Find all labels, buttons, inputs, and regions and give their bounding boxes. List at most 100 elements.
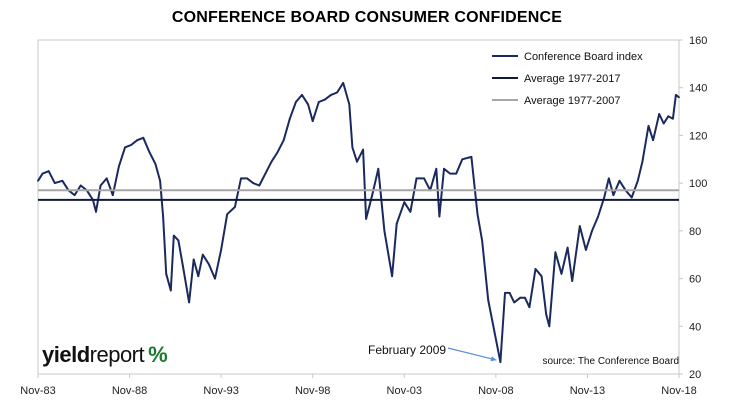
- data-point: [246, 177, 249, 180]
- data-point: [159, 179, 162, 182]
- data-point: [130, 144, 133, 146]
- data-point: [612, 194, 615, 197]
- data-point: [675, 94, 677, 96]
- data-point: [449, 172, 451, 175]
- data-point: [307, 103, 309, 106]
- data-point: [188, 301, 191, 304]
- data-point: [528, 306, 531, 309]
- data-point: [540, 275, 543, 278]
- data-point: [148, 151, 151, 154]
- data-point: [182, 265, 184, 268]
- x-tick-label: Nov-83: [20, 385, 55, 397]
- data-point: [647, 125, 650, 127]
- data-point: [177, 239, 180, 242]
- data-point: [53, 182, 56, 185]
- data-point: [197, 275, 200, 278]
- legend-label: Average 1977-2017: [524, 73, 620, 85]
- x-tick-label: Nov-93: [203, 385, 238, 397]
- x-axis-ticks: Nov-83 Nov-88 Nov-93 Nov-98 Nov-03 Nov-08 Nov-…: [20, 374, 697, 397]
- data-point: [409, 210, 412, 213]
- data-point: [560, 272, 563, 275]
- data-point: [443, 167, 445, 170]
- data-point: [111, 194, 114, 197]
- brand-logo: yieldreport%: [42, 342, 168, 368]
- data-point: [348, 103, 351, 106]
- data-point: [208, 263, 210, 266]
- data-point: [554, 251, 557, 254]
- data-point: [95, 210, 97, 213]
- data-point: [162, 215, 165, 218]
- plot-border: [37, 39, 680, 375]
- data-point: [461, 158, 464, 161]
- data-point: [311, 120, 314, 122]
- data-point: [288, 117, 291, 120]
- data-point: [415, 177, 418, 180]
- data-point: [258, 184, 261, 187]
- data-point: [493, 330, 496, 332]
- data-point: [607, 177, 610, 180]
- data-point: [317, 101, 320, 103]
- plot-frame: [37, 39, 680, 375]
- data-point: [252, 182, 255, 185]
- data-point: [597, 215, 599, 218]
- x-tick-label: Nov-03: [387, 385, 422, 397]
- data-point: [578, 225, 581, 228]
- data-point: [672, 117, 674, 120]
- legend-label: Conference Board index: [524, 51, 643, 63]
- source-note: source: The Conference Board: [542, 356, 679, 367]
- data-point: [636, 179, 639, 182]
- data-point: [423, 177, 425, 180]
- data-point: [214, 277, 216, 280]
- data-point: [435, 167, 438, 170]
- logo-percent-symbol: %: [148, 342, 168, 367]
- x-tick-label: Nov-08: [478, 385, 513, 397]
- data-point: [41, 172, 44, 175]
- data-point: [226, 213, 229, 216]
- data-point: [438, 215, 441, 218]
- data-point: [571, 280, 574, 282]
- data-point: [105, 177, 108, 180]
- data-point: [395, 222, 398, 225]
- data-point: [324, 98, 326, 101]
- data-point: [391, 275, 393, 278]
- data-point: [585, 249, 587, 251]
- annotation-arrow-head: [490, 356, 497, 362]
- data-point: [658, 113, 661, 115]
- data-point: [652, 139, 654, 142]
- y-tick-label: 60: [689, 274, 701, 286]
- y-tick-label: 80: [689, 226, 701, 238]
- chart-title: CONFERENCE BOARD CONSUMER CONFIDENCE: [171, 9, 563, 26]
- data-point: [481, 239, 483, 242]
- data-point: [240, 177, 242, 180]
- data-point: [201, 253, 204, 256]
- data-point: [362, 148, 364, 151]
- data-point: [165, 272, 168, 275]
- data-point: [519, 296, 522, 299]
- data-point: [678, 96, 680, 99]
- logo-part-2: report: [89, 342, 145, 367]
- series-layer: [37, 81, 680, 364]
- data-point: [342, 82, 345, 84]
- data-point: [667, 115, 670, 118]
- data-point: [603, 196, 606, 199]
- data-point: [470, 156, 473, 158]
- data-point: [118, 165, 120, 168]
- data-point: [455, 172, 458, 175]
- data-point: [154, 163, 157, 166]
- x-tick-label: Nov-18: [661, 385, 696, 397]
- data-point: [336, 91, 338, 94]
- data-point: [276, 151, 279, 154]
- data-point: [37, 179, 39, 182]
- data-point: [234, 206, 236, 208]
- data-point: [73, 194, 76, 197]
- data-point: [524, 296, 526, 299]
- data-point: [47, 170, 50, 173]
- data-point: [591, 230, 593, 232]
- data-point: [383, 230, 386, 232]
- data-point: [371, 194, 374, 197]
- data-point: [618, 179, 621, 182]
- data-point: [377, 167, 380, 170]
- data-point: [476, 213, 479, 216]
- data-point: [295, 101, 297, 103]
